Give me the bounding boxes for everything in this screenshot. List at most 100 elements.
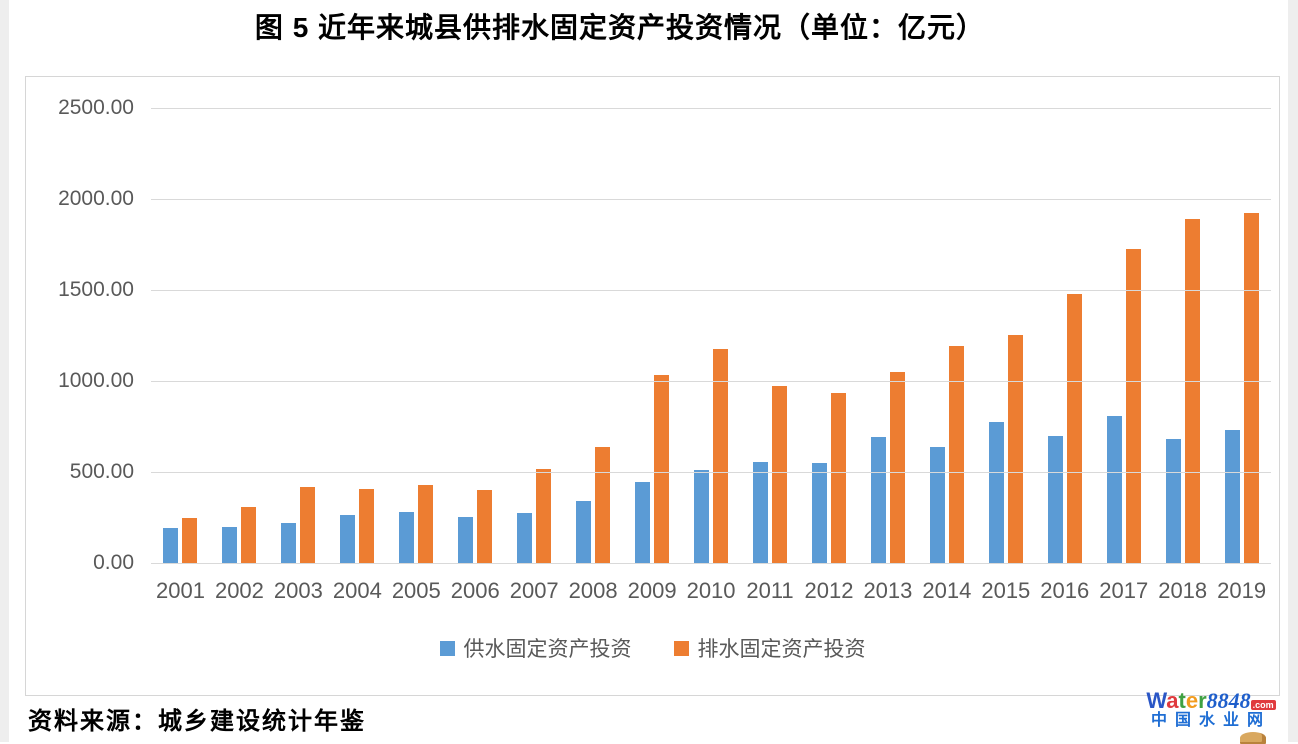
y-axis-tick-label: 2500.00 xyxy=(58,96,134,119)
bar-供水固定资产投资-2008 xyxy=(576,501,592,563)
bar-供水固定资产投资-2012 xyxy=(811,463,827,563)
logo-letter: a xyxy=(1166,688,1179,713)
bar-group-2007 xyxy=(505,108,564,563)
x-axis-tick-label: 2016 xyxy=(1040,578,1090,603)
bar-group-2019 xyxy=(1212,108,1271,563)
x-axis-tick-label: 2010 xyxy=(686,578,736,603)
legend-label: 供水固定资产投资 xyxy=(463,638,632,661)
legend: 供水固定资产投资 排水固定资产投资 xyxy=(26,633,1279,663)
bar-供水固定资产投资-2004 xyxy=(340,515,356,563)
x-axis-tick-label: 2008 xyxy=(568,578,618,603)
gridline-2000 xyxy=(151,199,1271,200)
logo-letter: t xyxy=(1178,688,1186,713)
bar-排水固定资产投资-2001 xyxy=(182,518,198,563)
bar-排水固定资产投资-2017 xyxy=(1125,249,1141,563)
x-axis-labels: 2001 2002 2003 2004 2005 2006 2007 2008 2009 2010… xyxy=(151,578,1271,604)
logo-number: 8848 xyxy=(1206,688,1251,713)
x-axis-tick-label: 2007 xyxy=(509,578,559,603)
bar-group-2017 xyxy=(1094,108,1153,563)
source-note: 资料来源：城乡建设统计年鉴 xyxy=(28,709,366,735)
legend-item-drainage: 排水固定资产投资 xyxy=(673,633,866,663)
x-axis-tick-label: 2019 xyxy=(1217,578,1267,603)
bar-group-2005 xyxy=(387,108,446,563)
water8848-logo[interactable]: Water8848 .com 中国水业网 xyxy=(1136,689,1286,730)
x-axis-tick-label: 2018 xyxy=(1158,578,1208,603)
x-axis-tick-label: 2017 xyxy=(1099,578,1149,603)
bar-供水固定资产投资-2007 xyxy=(517,513,533,563)
y-axis-tick-label: 0.00 xyxy=(93,551,134,574)
bar-group-2010 xyxy=(682,108,741,563)
bar-供水固定资产投资-2002 xyxy=(222,527,238,563)
right-edge-strip xyxy=(1288,0,1298,742)
bar-供水固定资产投资-2017 xyxy=(1106,416,1122,563)
bar-排水固定资产投资-2012 xyxy=(830,393,846,563)
bar-供水固定资产投资-2014 xyxy=(929,447,945,563)
gridline-1500 xyxy=(151,290,1271,291)
x-axis-tick-label: 2004 xyxy=(332,578,382,603)
bar-供水固定资产投资-2010 xyxy=(694,470,710,563)
chart-area: 2001 2002 2003 2004 2005 2006 2007 2008 2009 2010… xyxy=(25,76,1280,696)
bar-供水固定资产投资-2011 xyxy=(753,462,768,563)
bar-group-2004 xyxy=(328,108,387,563)
bar-排水固定资产投资-2019 xyxy=(1243,213,1259,563)
bar-排水固定资产投资-2011 xyxy=(772,386,787,563)
bar-供水固定资产投资-2005 xyxy=(399,512,415,563)
bar-排水固定资产投资-2010 xyxy=(713,349,729,563)
x-axis-tick-label: 2012 xyxy=(804,578,854,603)
bar-排水固定资产投资-2006 xyxy=(477,490,493,563)
bar-group-2006 xyxy=(446,108,505,563)
bar-供水固定资产投资-2018 xyxy=(1165,439,1181,563)
logo-letter: e xyxy=(1185,688,1199,713)
gridline-1000 xyxy=(151,381,1271,382)
x-axis-tick-label: 2011 xyxy=(746,578,794,603)
legend-label: 排水固定资产投资 xyxy=(697,638,866,661)
bar-排水固定资产投资-2002 xyxy=(241,507,257,563)
bar-排水固定资产投资-2007 xyxy=(536,469,552,563)
bar-供水固定资产投资-2006 xyxy=(458,517,474,563)
bar-供水固定资产投资-2001 xyxy=(163,528,179,563)
gridline-2500 xyxy=(151,108,1271,109)
bar-排水固定资产投资-2008 xyxy=(595,447,611,563)
logo-tagline: 中国水业网 xyxy=(1150,712,1271,730)
bar-供水固定资产投资-2003 xyxy=(281,523,297,563)
plot-bars xyxy=(151,108,1271,563)
bar-排水固定资产投资-2009 xyxy=(654,375,670,563)
chart-title: 图 5 近年来城县供排水固定资产投资情况（单位：亿元） xyxy=(254,12,986,43)
bar-排水固定资产投资-2015 xyxy=(1007,335,1023,563)
x-axis-tick-label: 2015 xyxy=(981,578,1031,603)
bar-group-2009 xyxy=(623,108,682,563)
bar-供水固定资产投资-2009 xyxy=(635,482,651,563)
y-axis-tick-label: 2000.00 xyxy=(58,187,134,210)
legend-item-water-supply: 供水固定资产投资 xyxy=(439,633,632,663)
bar-供水固定资产投资-2013 xyxy=(870,437,886,563)
bar-group-2016 xyxy=(1035,108,1094,563)
bar-group-2003 xyxy=(269,108,328,563)
bar-group-2001 xyxy=(151,108,210,563)
y-axis-tick-label: 1500.00 xyxy=(58,278,134,301)
bar-供水固定资产投资-2015 xyxy=(988,422,1004,563)
bar-排水固定资产投资-2018 xyxy=(1184,219,1200,563)
bar-排水固定资产投资-2014 xyxy=(948,346,964,563)
x-axis-tick-label: 2001 xyxy=(156,578,205,603)
bar-group-2002 xyxy=(210,108,269,563)
x-axis-tick-label: 2013 xyxy=(863,578,913,603)
bar-group-2011 xyxy=(741,108,800,563)
decorative-corner-image xyxy=(1240,732,1266,744)
x-axis-tick-label: 2003 xyxy=(273,578,323,603)
gridline-0 xyxy=(151,563,1271,564)
bar-group-2012 xyxy=(799,108,858,563)
bar-group-2018 xyxy=(1153,108,1212,563)
bar-排水固定资产投资-2005 xyxy=(418,485,434,563)
bar-排水固定资产投资-2004 xyxy=(359,489,375,563)
logo-letters: Water xyxy=(1146,688,1206,713)
y-axis-tick-label: 1000.00 xyxy=(58,369,134,392)
left-edge-strip xyxy=(0,0,9,742)
logo-dotcom: .com xyxy=(1250,700,1276,710)
bar-排水固定资产投资-2013 xyxy=(889,372,905,563)
gridline-500 xyxy=(151,472,1271,473)
x-axis-tick-label: 2002 xyxy=(214,578,264,603)
bar-供水固定资产投资-2019 xyxy=(1224,430,1240,563)
x-axis-tick-label: 2005 xyxy=(391,578,441,603)
bar-排水固定资产投资-2003 xyxy=(300,487,316,563)
x-axis-tick-label: 2009 xyxy=(627,578,677,603)
